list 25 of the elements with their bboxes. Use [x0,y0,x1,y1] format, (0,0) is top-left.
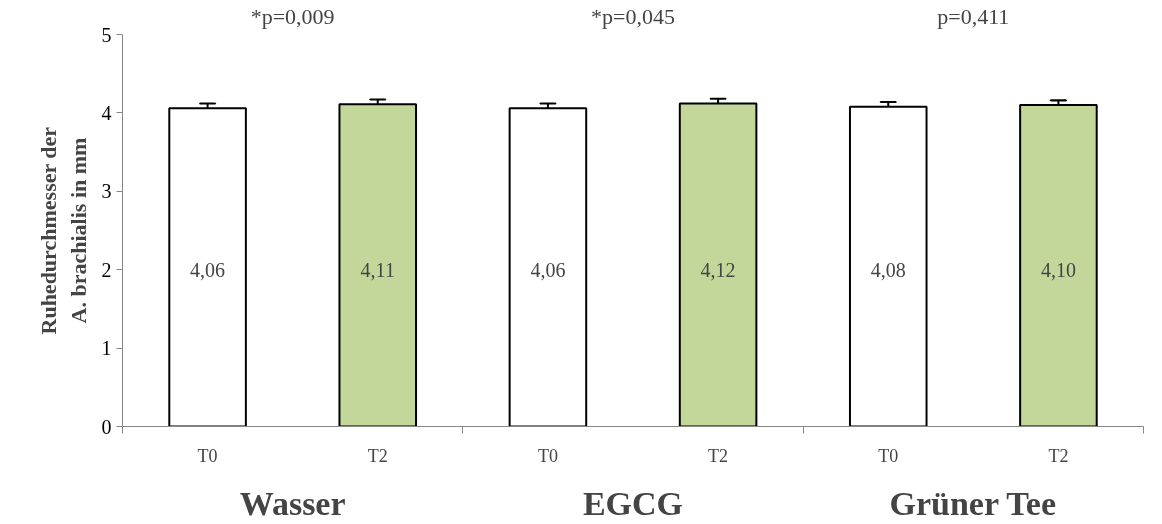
data-label: 4,06 [530,258,566,281]
x-tick-label: T0 [197,445,218,466]
data-label: 4,11 [360,258,395,281]
x-tick-label: T0 [537,445,558,466]
y-tick-label: 5 [101,23,112,46]
y-tick-label: 2 [101,258,112,281]
x-tick-label: T0 [878,445,899,466]
text: p=0,411 [937,3,1010,29]
data-label: 4,06 [190,258,226,281]
x-tick-label: T2 [367,445,388,466]
x-tick-label: T2 [708,445,729,466]
text: EGCG [582,484,684,522]
y-tick-label: 1 [101,337,112,360]
text: Wasser [239,484,346,522]
y-axis-title: Ruhedurchmesser der A. brachialis in mm [35,126,91,335]
data-label: 4,08 [870,258,906,281]
y-tick-label: 4 [101,101,112,124]
y-tick-label: 0 [101,415,112,438]
data-label: 4,10 [1040,258,1076,281]
x-tick-label: T2 [1048,445,1069,466]
text: *p=0,045 [591,3,675,29]
text: Grüner Tee [889,484,1056,522]
data-label: 4,12 [700,258,736,281]
text: *p=0,009 [250,3,335,29]
y-tick-label: 3 [101,180,112,203]
